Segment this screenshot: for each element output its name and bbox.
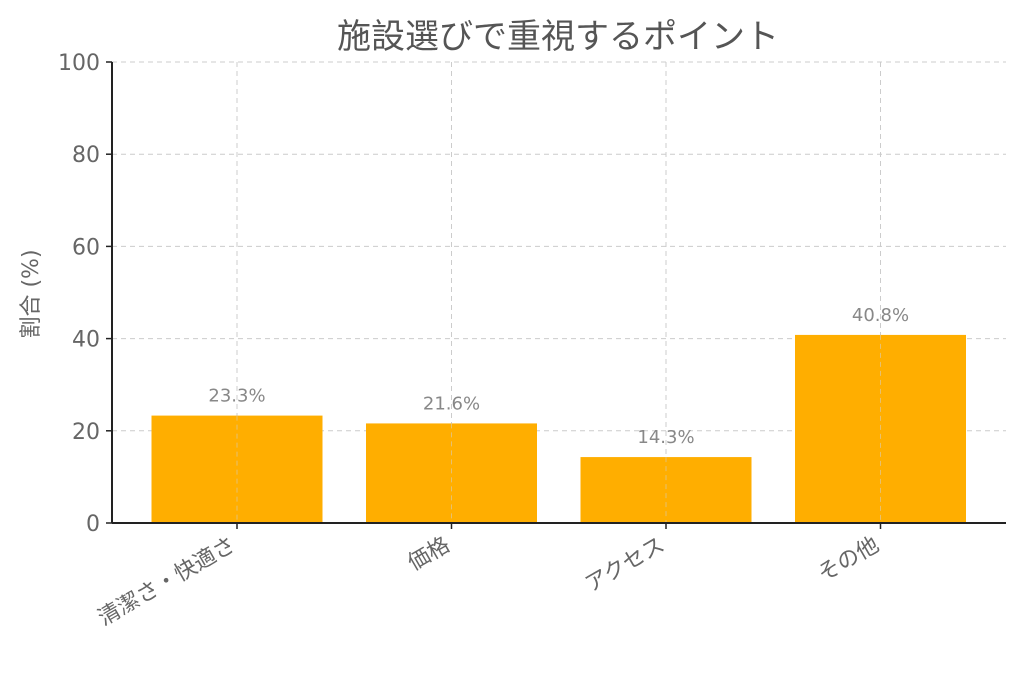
y-tick-label: 20 <box>72 420 100 445</box>
labels: 0 20 40 60 80 100 23.3% 清潔さ・快適さ 21.6% 価格 14.3% アクセス… <box>58 51 909 631</box>
x-tick-label: アクセス <box>581 533 669 598</box>
bar <box>151 415 323 523</box>
y-tick-label: 0 <box>86 512 100 537</box>
x-tick-label: 価格 <box>404 533 455 577</box>
data-label: 40.8% <box>852 305 909 326</box>
y-tick-label: 40 <box>72 328 100 353</box>
data-label: 14.3% <box>637 427 694 448</box>
y-tick-label: 60 <box>72 235 100 260</box>
x-tick-label: 清潔さ・快適さ <box>94 533 240 632</box>
data-label: 21.6% <box>423 393 480 414</box>
y-axis-label: 割合 (%) <box>19 249 44 338</box>
x-tick-label: その他 <box>814 533 884 588</box>
chart-title: 施設選びで重視するポイント <box>337 17 779 57</box>
bars <box>151 334 966 523</box>
y-tick-label: 80 <box>72 143 100 168</box>
y-tick-label: 100 <box>58 51 100 76</box>
axes <box>111 62 1006 524</box>
data-label: 23.3% <box>208 386 265 407</box>
